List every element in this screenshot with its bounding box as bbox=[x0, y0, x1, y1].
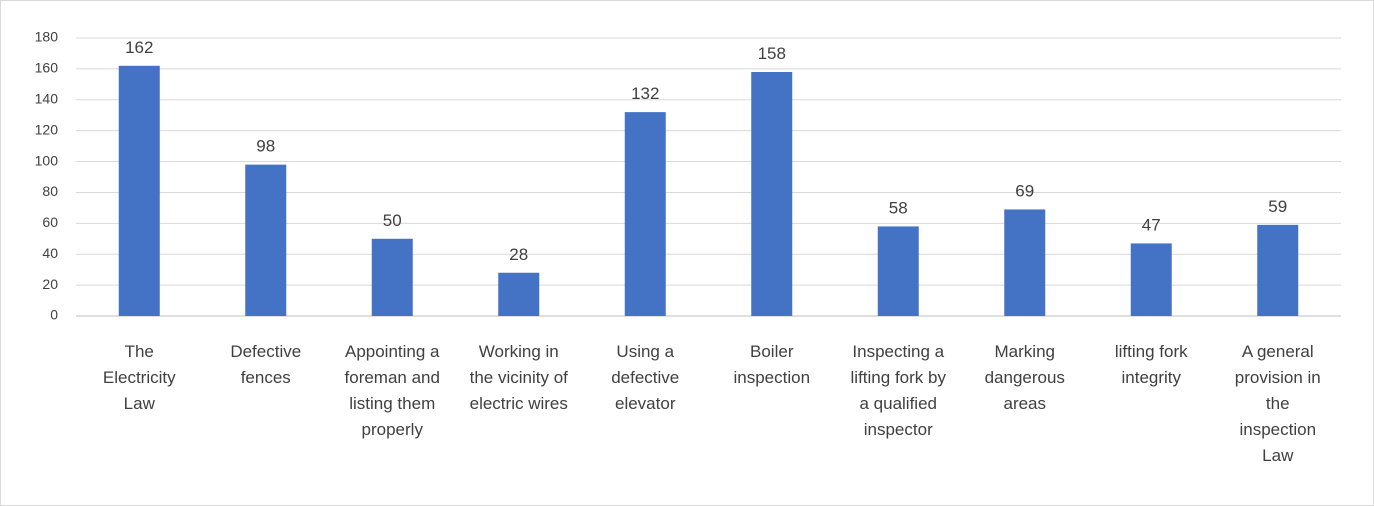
x-tick-label: lifting fork integrity bbox=[1115, 342, 1188, 387]
data-label: 47 bbox=[1142, 215, 1161, 234]
x-tick-label: Using a defective elevator bbox=[611, 342, 679, 413]
y-tick-label: 100 bbox=[35, 152, 59, 168]
y-tick-label: 140 bbox=[35, 90, 59, 106]
x-tick-label: A general provision in the inspection Law bbox=[1235, 342, 1321, 465]
y-tick-label: 180 bbox=[35, 29, 59, 45]
bar bbox=[498, 272, 540, 316]
y-tick-label: 60 bbox=[42, 214, 58, 230]
x-tick-label: Inspecting a lifting fork by a qualified in… bbox=[851, 342, 947, 439]
y-tick-label: 40 bbox=[42, 245, 58, 261]
data-label: 162 bbox=[125, 38, 153, 57]
data-label: 158 bbox=[758, 44, 786, 63]
y-tick-label: 80 bbox=[42, 183, 58, 199]
x-tick-label: Defective fences bbox=[230, 342, 301, 387]
data-label: 50 bbox=[383, 211, 402, 230]
x-tick-label: Boiler inspection bbox=[733, 342, 810, 387]
bar bbox=[371, 238, 413, 316]
data-label: 132 bbox=[631, 84, 659, 103]
x-tick-label: Marking dangerous areas bbox=[985, 342, 1065, 413]
x-tick-label: The Electricity Law bbox=[103, 342, 176, 413]
bar bbox=[1004, 209, 1046, 316]
bar bbox=[245, 164, 287, 316]
y-tick-label: 0 bbox=[50, 307, 58, 323]
x-tick-label: Appointing a foreman and listing them prope… bbox=[345, 342, 441, 439]
y-tick-label: 120 bbox=[35, 121, 59, 137]
bar bbox=[624, 112, 666, 316]
y-tick-label: 160 bbox=[35, 60, 59, 76]
bar bbox=[118, 65, 160, 316]
data-label: 59 bbox=[1268, 197, 1287, 216]
bar bbox=[1257, 224, 1299, 316]
y-tick-label: 20 bbox=[42, 276, 58, 292]
data-label: 98 bbox=[256, 137, 275, 156]
data-label: 58 bbox=[889, 198, 908, 217]
bar bbox=[1130, 243, 1172, 316]
bar bbox=[877, 226, 919, 316]
x-tick-label: Working in the vicinity of electric wires bbox=[470, 342, 569, 413]
data-label: 69 bbox=[1015, 181, 1034, 200]
data-label: 28 bbox=[509, 245, 528, 264]
bar bbox=[751, 71, 793, 316]
